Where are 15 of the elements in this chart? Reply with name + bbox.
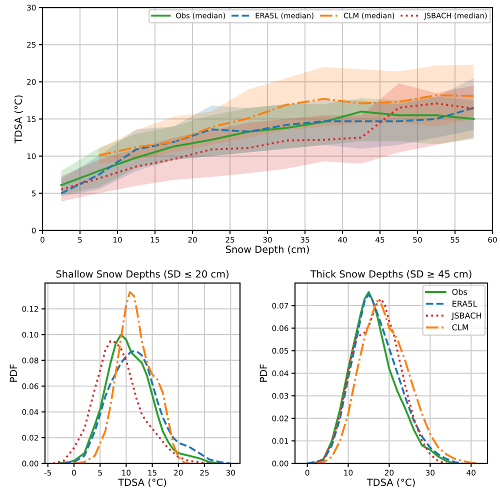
legend-label: CLM (452, 324, 468, 330)
line-series (62, 350, 232, 464)
y-axis-title: PDF (10, 364, 17, 382)
line-series (98, 94, 475, 156)
x-axis-title: Snow Depth (cm) (226, 245, 309, 255)
legend-label: Obs (452, 288, 468, 295)
x-axis-title: TDSA (°C) (366, 478, 415, 488)
legend-label: JSBACH (451, 312, 482, 320)
y-axis-title: TDSA (°C) (14, 95, 24, 144)
y-axis-title: PDF (260, 364, 267, 382)
chart-title: Thick Snow Depths (SD ≥ 45 cm) (310, 270, 472, 280)
line-series (73, 291, 190, 464)
chart-title: Shallow Snow Depths (SD ≤ 20 cm) (56, 270, 228, 280)
x-axis-title: TDSA (°C) (118, 478, 166, 488)
legend-label: ERA5L (452, 300, 478, 307)
